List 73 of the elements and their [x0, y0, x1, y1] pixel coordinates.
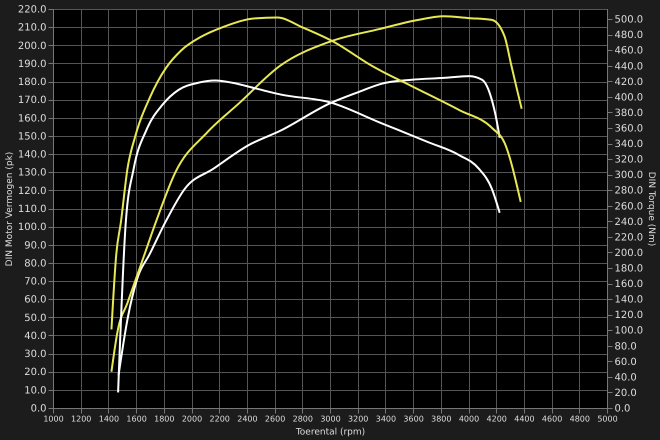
y2-tick-label: 360.0 [614, 124, 644, 134]
y2-tick-label: 280.0 [614, 186, 644, 197]
y-tick-label: 80.0 [24, 258, 46, 270]
y-tick-label: 40.0 [24, 330, 46, 342]
x-tick-label: 3200 [348, 414, 368, 424]
y-tick-label: 70.0 [24, 276, 46, 288]
x-tick-label: 3000 [320, 414, 341, 424]
x-tick-label: 4000 [458, 414, 480, 424]
y-tick-label: 210.0 [18, 22, 46, 34]
y2-tick-label: 380.0 [614, 108, 644, 119]
y2-tick-label: 80.0 [614, 341, 637, 352]
y2-tick-label: 200.0 [614, 248, 644, 259]
x-tick-label: 1800 [154, 414, 174, 424]
y2-tick-label: 0.0 [614, 404, 630, 414]
y-tick-label: 160.0 [18, 113, 46, 124]
y-tick-label: 170.0 [18, 95, 46, 106]
y-tick-label: 180.0 [18, 77, 46, 88]
y-tick-label: 120.0 [18, 186, 46, 197]
x-tick-label: 1000 [43, 414, 64, 424]
y2-tick-label: 500.0 [614, 14, 644, 26]
y2-tick-label: 120.0 [614, 310, 644, 322]
y2-tick-label: 160.0 [614, 279, 644, 290]
y2-tick-label: 220.0 [614, 232, 644, 244]
y2-tick-label: 60.0 [614, 356, 637, 368]
x-tick-label: 4200 [486, 414, 507, 424]
y-tick-label: 20.0 [24, 367, 46, 378]
y2-tick-label: 480.0 [614, 30, 644, 42]
x-tick-label: 5000 [597, 414, 618, 424]
x-tick-label: 1400 [98, 414, 120, 424]
y-tick-label: 30.0 [24, 349, 46, 360]
y2-tick-label: 440.0 [614, 61, 644, 72]
y2-tick-label: 340.0 [614, 139, 644, 150]
y-tick-label: 140.0 [18, 150, 46, 161]
x-tick-label: 4600 [542, 414, 562, 424]
y2-tick-label: 320.0 [614, 154, 644, 166]
y2-tick-label: 140.0 [614, 294, 644, 306]
y2-tick-label: 40.0 [614, 372, 637, 384]
y-tick-label: 110.0 [18, 204, 46, 215]
y2-tick-label: 400.0 [614, 92, 644, 104]
y-tick-label: 50.0 [24, 312, 46, 324]
y-tick-label: 60.0 [24, 294, 46, 306]
y-axis-title: DIN Motor Vermogen (pk) [4, 152, 15, 266]
y2-tick-label: 180.0 [614, 264, 644, 274]
y-tick-label: 130.0 [18, 168, 46, 179]
y2-tick-label: 260.0 [614, 201, 644, 212]
x-tick-label: 3800 [431, 414, 452, 424]
y-tick-label: 90.0 [24, 240, 46, 252]
y2-axis-title: DIN Torque (Nm) [646, 172, 656, 246]
y2-tick-label: 420.0 [614, 76, 644, 88]
x-tick-label: 3600 [403, 414, 424, 424]
x-tick-label: 2800 [292, 414, 313, 424]
y-tick-label: 200.0 [18, 40, 46, 52]
y-tick-label: 0.0 [30, 404, 46, 414]
x-tick-label: 4800 [570, 414, 590, 424]
x-axis-title: Toerental (rpm) [294, 428, 366, 438]
y2-tick-label: 100.0 [614, 326, 644, 337]
y2-tick-label: 20.0 [614, 388, 637, 399]
x-tick-label: 3400 [376, 414, 396, 424]
y-tick-label: 10.0 [24, 385, 46, 396]
x-tick-label: 2200 [210, 414, 230, 424]
y2-tick-label: 300.0 [614, 170, 644, 182]
y-tick-label: 190.0 [18, 58, 46, 70]
y2-tick-label: 240.0 [614, 216, 644, 228]
x-tick-label: 2600 [264, 414, 286, 424]
y2-tick-label: 460.0 [614, 46, 644, 57]
x-tick-label: 4400 [514, 414, 535, 424]
x-tick-label: 2400 [237, 414, 258, 424]
x-tick-label: 2000 [182, 414, 202, 424]
x-tick-label: 1600 [126, 414, 147, 424]
y-tick-label: 150.0 [18, 131, 46, 142]
y-tick-label: 100.0 [18, 222, 46, 234]
x-tick-label: 1200 [71, 414, 92, 424]
y-tick-label: 220.0 [18, 4, 46, 16]
